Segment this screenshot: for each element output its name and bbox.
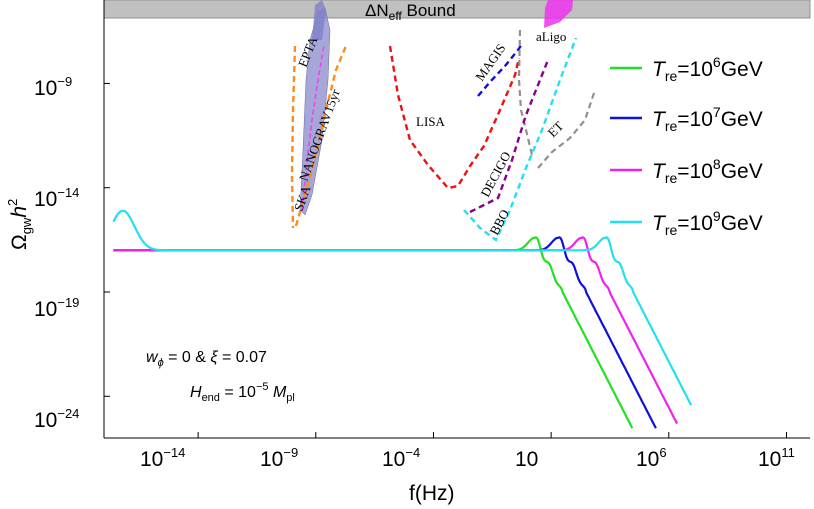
legend-item: Tre=107GeV <box>610 104 763 134</box>
y-tick-labels: 10−9 10−14 10−19 10−24 <box>34 74 79 432</box>
x-tick-label: 1011 <box>758 445 795 471</box>
magis-curve <box>477 43 523 97</box>
y-tick-label: 10−14 <box>34 185 79 211</box>
legend: Tre=106GeV Tre=107GeV Tre=108GeV Tre=109… <box>610 54 763 238</box>
legend-label: Tre=109GeV <box>652 208 763 238</box>
aligo-region <box>544 0 573 28</box>
gw-spectrum-line <box>112 209 693 406</box>
legend-label: Tre=106GeV <box>652 54 763 84</box>
exp-label-lisa: LISA <box>416 114 446 129</box>
annotation-line-1: wϕ = 0 & ξ = 0.07 <box>146 349 267 369</box>
epta-curve <box>290 45 297 229</box>
exp-label-aligo: aLigo <box>536 29 566 44</box>
legend-item: Tre=109GeV <box>610 208 763 238</box>
x-tick-label: 10−9 <box>260 445 298 471</box>
experiment-labels: EPTA NANOGRAV15yr SKA LISA MAGIS aLigo D… <box>291 29 567 237</box>
lisa-curve <box>388 45 521 190</box>
aligo-curve <box>517 29 534 156</box>
x-tick-labels: 10−14 10−9 10−4 10 106 1011 <box>140 445 795 471</box>
legend-item: Tre=108GeV <box>610 156 763 186</box>
axes-frame <box>103 0 810 439</box>
y-tick-label: 10−9 <box>34 74 72 100</box>
neff-bound-band <box>103 0 811 19</box>
legend-item: Tre=106GeV <box>610 54 763 84</box>
et-curve <box>537 89 597 169</box>
x-axis-title: f(Hz) <box>409 482 455 505</box>
legend-label: Tre=108GeV <box>652 156 763 186</box>
y-axis-title: Ωgwh2 <box>5 199 34 250</box>
nanograv-region <box>299 7 331 216</box>
y-tick-label: 10−24 <box>34 406 79 432</box>
axis-ticks <box>104 82 787 438</box>
nanograv-top <box>312 0 326 40</box>
x-tick-label: 106 <box>636 445 667 471</box>
annotation-line-2: Hend = 10−5 Mpl <box>190 381 295 404</box>
gw-spectra <box>112 209 693 429</box>
nanograv-curve <box>301 44 325 211</box>
legend-label: Tre=107GeV <box>652 104 763 134</box>
x-tick-label: 10−14 <box>140 445 185 471</box>
x-tick-label: 10 <box>515 448 538 471</box>
exp-label-decigo: DECIGO <box>477 149 513 199</box>
x-tick-label: 10−4 <box>382 445 420 471</box>
y-tick-label: 10−19 <box>34 295 79 321</box>
neff-bound: ΔNeff Bound <box>103 0 811 23</box>
exp-label-et: ET <box>545 118 567 140</box>
neff-bound-label: ΔNeff Bound <box>365 1 456 23</box>
sensitivity-curves <box>290 0 597 242</box>
exp-label-magis: MAGIS <box>472 41 508 84</box>
parameter-annotation: wϕ = 0 & ξ = 0.07 Hend = 10−5 Mpl <box>146 349 295 404</box>
decigo-curve <box>469 59 550 214</box>
